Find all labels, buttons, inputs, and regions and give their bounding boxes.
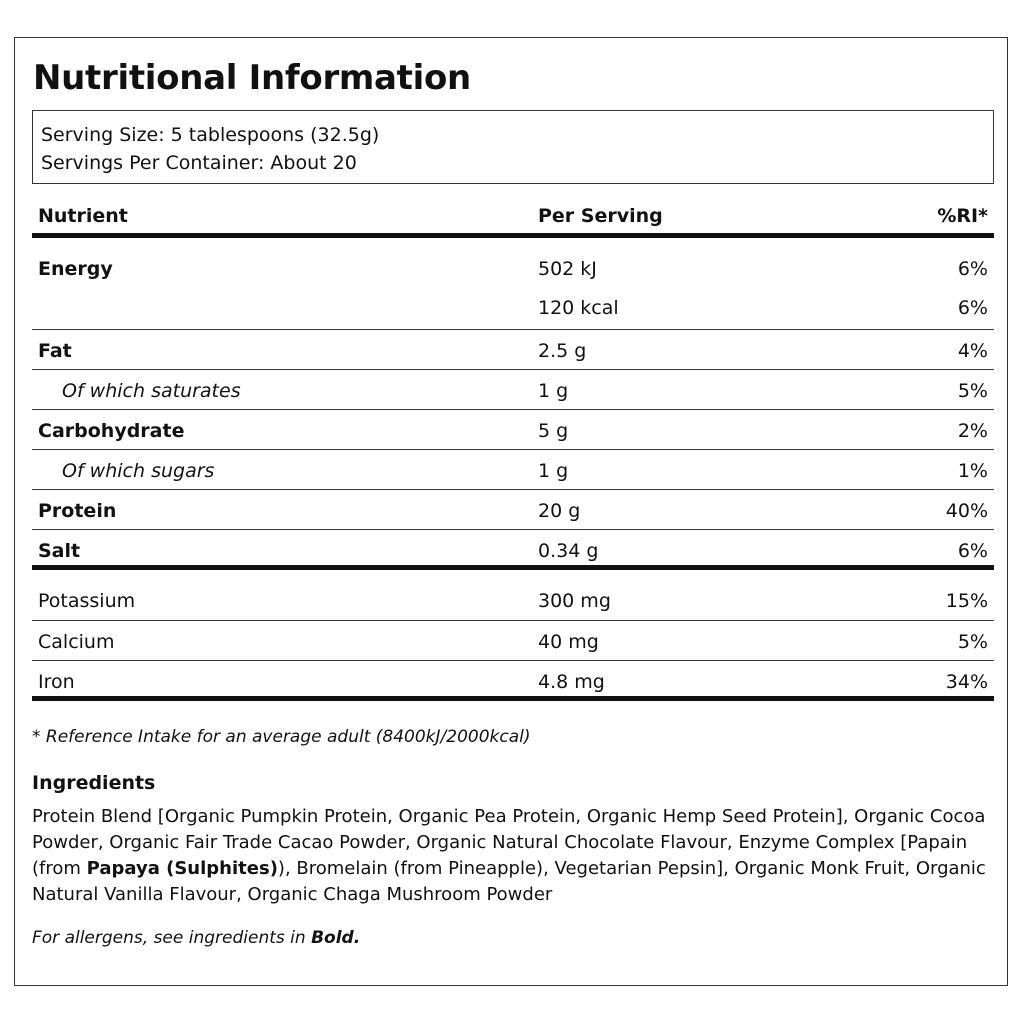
mineral-ri: 5% bbox=[957, 631, 988, 653]
table-row: Salt 0.34 g 6% bbox=[32, 530, 994, 570]
energy-label: Energy bbox=[38, 258, 113, 280]
servings-per-container: Servings Per Container: About 20 bbox=[41, 152, 357, 174]
mineral-value: 40 mg bbox=[538, 631, 599, 653]
nutrition-panel: Nutritional Information Serving Size: 5 … bbox=[14, 37, 1008, 986]
nutrition-table: Nutrient Per Serving %RI* Energy 502 kJ … bbox=[32, 195, 994, 701]
nutrient-ri: 4% bbox=[957, 340, 988, 362]
energy-kcal: 120 kcal bbox=[538, 297, 619, 319]
table-row: Of which saturates 1 g 5% bbox=[32, 370, 994, 410]
ingredients-allergen: Papaya (Sulphites) bbox=[86, 858, 278, 879]
page-title: Nutritional Information bbox=[33, 58, 471, 98]
ingredients-part-1: Protein Blend [Organic Pumpkin Protein, … bbox=[32, 806, 986, 879]
nutrient-value: 0.34 g bbox=[538, 540, 599, 562]
allergen-note-bold: Bold. bbox=[311, 928, 361, 948]
table-row-energy: Energy 502 kJ 6% 120 kcal 6% bbox=[32, 238, 994, 330]
nutrient-ri: 6% bbox=[957, 540, 988, 562]
table-row: Carbohydrate 5 g 2% bbox=[32, 410, 994, 450]
table-row: Protein 20 g 40% bbox=[32, 490, 994, 530]
serving-info-box: Serving Size: 5 tablespoons (32.5g) Serv… bbox=[32, 110, 994, 184]
mineral-name: Iron bbox=[38, 671, 75, 693]
mineral-ri: 34% bbox=[945, 671, 988, 693]
energy-kcal-ri: 6% bbox=[957, 297, 988, 319]
nutrient-value: 1 g bbox=[538, 380, 569, 402]
nutrient-ri: 5% bbox=[957, 380, 988, 402]
table-row: Calcium 40 mg 5% bbox=[32, 621, 994, 661]
mineral-value: 300 mg bbox=[538, 590, 611, 612]
header-ri: %RI* bbox=[937, 205, 988, 227]
table-header: Nutrient Per Serving %RI* bbox=[32, 195, 994, 238]
header-per-serving: Per Serving bbox=[538, 205, 663, 227]
nutrient-name: Carbohydrate bbox=[38, 420, 185, 442]
nutrient-value: 20 g bbox=[538, 500, 581, 522]
nutrient-name: Of which sugars bbox=[62, 460, 215, 482]
energy-kj: 502 kJ bbox=[538, 258, 597, 280]
nutrient-name: Fat bbox=[38, 340, 72, 362]
allergen-note-prefix: For allergens, see ingredients in bbox=[32, 928, 312, 948]
nutrient-value: 2.5 g bbox=[538, 340, 587, 362]
table-row: Iron 4.8 mg 34% bbox=[32, 661, 994, 701]
allergen-note: For allergens, see ingredients in Bold. bbox=[32, 928, 360, 948]
nutrient-ri: 2% bbox=[957, 420, 988, 442]
reference-intake-footnote: * Reference Intake for an average adult … bbox=[32, 727, 531, 747]
table-row: Potassium 300 mg 15% bbox=[32, 570, 994, 621]
nutrient-value: 1 g bbox=[538, 460, 569, 482]
nutrient-name: Salt bbox=[38, 540, 81, 562]
ingredients-title: Ingredients bbox=[32, 772, 156, 794]
serving-size: Serving Size: 5 tablespoons (32.5g) bbox=[41, 124, 380, 146]
nutrient-name: Of which saturates bbox=[62, 380, 241, 402]
mineral-name: Calcium bbox=[38, 631, 115, 653]
table-row: Of which sugars 1 g 1% bbox=[32, 450, 994, 490]
mineral-value: 4.8 mg bbox=[538, 671, 605, 693]
ingredients-text: Protein Blend [Organic Pumpkin Protein, … bbox=[32, 804, 992, 908]
nutrient-ri: 40% bbox=[945, 500, 988, 522]
mineral-name: Potassium bbox=[38, 590, 136, 612]
nutrient-name: Protein bbox=[38, 500, 117, 522]
nutrient-value: 5 g bbox=[538, 420, 569, 442]
mineral-ri: 15% bbox=[945, 590, 988, 612]
table-row: Fat 2.5 g 4% bbox=[32, 330, 994, 370]
ingredients-part-2: ), Bromelain (from Pineapple), Vegetaria… bbox=[32, 858, 986, 905]
header-nutrient: Nutrient bbox=[38, 205, 128, 227]
nutrient-ri: 1% bbox=[957, 460, 988, 482]
energy-kj-ri: 6% bbox=[957, 258, 988, 280]
